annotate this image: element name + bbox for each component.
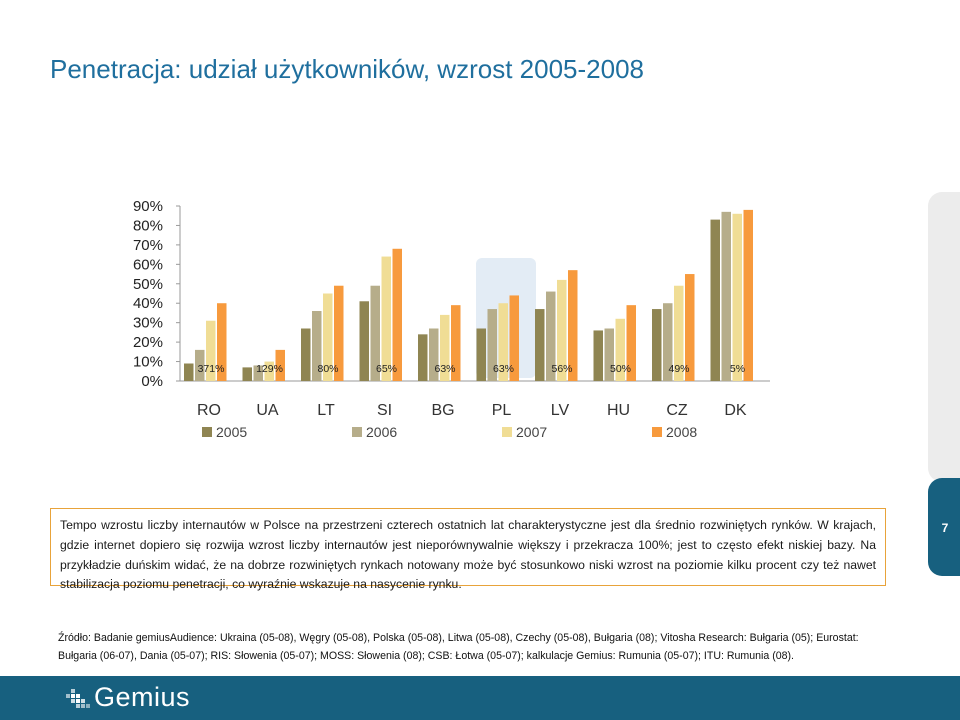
y-tick-label: 50% (133, 276, 163, 293)
x-category-label: RO (197, 402, 221, 419)
commentary-box: Tempo wzrostu liczby internautów w Polsc… (50, 508, 886, 591)
bar-ro-2006 (195, 349, 205, 381)
legend-swatch-2007 (502, 427, 512, 437)
legend-swatch-2008 (652, 427, 662, 437)
x-axis-categories: RO UA LT SI BG PL LV HU CZ DK (197, 402, 747, 419)
x-category-label: BG (431, 402, 454, 419)
y-tick-label: 70% (133, 237, 163, 254)
x-category-label: DK (724, 402, 747, 419)
bar-cz-2008 (685, 274, 695, 381)
bar-series (184, 209, 753, 381)
y-tick-label: 40% (133, 295, 163, 312)
slide-title: Penetracja: udział użytkowników, wzrost … (50, 54, 644, 84)
bar-bg-2005 (418, 334, 428, 381)
growth-label: 50% (610, 363, 631, 375)
growth-label: 49% (668, 363, 689, 375)
legend-label: 2008 (666, 424, 697, 440)
x-category-label: HU (607, 402, 630, 419)
footer-bar (0, 676, 960, 720)
bar-pl-2008 (509, 295, 519, 381)
bar-ro-2005 (184, 363, 194, 381)
bar-lv-2006 (546, 291, 556, 381)
bar-cz-2006 (663, 303, 673, 381)
bar-hu-2007 (615, 318, 625, 381)
bar-si-2008 (392, 248, 402, 381)
x-category-label: CZ (666, 402, 688, 419)
x-category-label: LV (551, 402, 570, 419)
bar-hu-2005 (593, 330, 603, 381)
bar-lt-2007 (323, 293, 333, 381)
bar-cz-2005 (652, 309, 662, 381)
bar-dk-2007 (732, 213, 742, 381)
x-category-label: PL (492, 402, 512, 419)
penetration-bar-chart: 0% 10% 20% 30% 40% 50% 60% 70% 80% 90% 371% 129% 80… (133, 198, 770, 440)
bar-bg-2008 (451, 305, 461, 381)
page-number: 7 (941, 521, 949, 535)
y-tick-label: 20% (133, 334, 163, 351)
x-category-label: UA (256, 402, 279, 419)
bar-cz-2007 (674, 285, 684, 381)
page-number-tab (928, 478, 960, 576)
legend-label: 2007 (516, 424, 547, 440)
bar-lt-2006 (312, 311, 322, 381)
bar-dk-2008 (743, 209, 753, 381)
growth-label: 56% (551, 363, 572, 375)
growth-label: 129% (256, 363, 283, 375)
y-tick-label: 90% (133, 198, 163, 215)
side-panel-tab (928, 192, 960, 482)
growth-label: 5% (730, 363, 745, 375)
bar-pl-2005 (476, 328, 486, 381)
gemius-logo-icon (66, 689, 90, 708)
growth-label: 63% (434, 363, 455, 375)
commentary-text-1: Tempo wzrostu liczby internautów w Polsc… (60, 518, 876, 552)
bar-pl-2007 (498, 303, 508, 381)
bar-ua-2005 (242, 367, 252, 381)
growth-label: 80% (317, 363, 338, 375)
bar-bg-2006 (429, 328, 439, 381)
bar-pl-2006 (487, 309, 497, 381)
legend-label: 2006 (366, 424, 397, 440)
bar-ua-2006 (253, 365, 263, 381)
gemius-logo-text: Gemius (94, 682, 191, 712)
bar-si-2007 (381, 256, 391, 381)
legend-label: 2005 (216, 424, 247, 440)
bar-lt-2005 (301, 328, 311, 381)
growth-label: 65% (376, 363, 397, 375)
bar-si-2006 (370, 285, 380, 381)
growth-label: 371% (198, 363, 225, 375)
bar-ua-2008 (275, 349, 285, 381)
bar-bg-2007 (440, 314, 450, 381)
legend: 2005 2006 2007 2008 (202, 424, 697, 440)
bar-lv-2008 (568, 270, 578, 381)
y-tick-label: 10% (133, 354, 163, 371)
legend-swatch-2006 (352, 427, 362, 437)
bar-hu-2006 (604, 328, 614, 381)
bar-lt-2008 (334, 285, 344, 381)
y-axis-ticks: 0% 10% 20% 30% 40% 50% 60% 70% 80% 90% (133, 198, 180, 390)
growth-labels: 371% 129% 80% 65% 63% 63% 56% 50% 49% 5% (198, 363, 746, 375)
bar-si-2005 (359, 301, 369, 381)
y-tick-label: 60% (133, 256, 163, 273)
bar-dk-2005 (710, 219, 720, 381)
legend-swatch-2005 (202, 427, 212, 437)
bar-ua-2007 (264, 361, 274, 381)
y-tick-label: 30% (133, 315, 163, 332)
bar-hu-2008 (626, 305, 636, 381)
y-tick-label: 80% (133, 217, 163, 234)
x-category-label: SI (377, 402, 392, 419)
bar-lv-2007 (557, 279, 567, 381)
commentary-text-2: Na przykładzie duńskim widać, że na dobr… (60, 537, 876, 592)
bar-ro-2007 (206, 320, 216, 381)
growth-label: 63% (493, 363, 514, 375)
source-note: Źródło: Badanie gemiusAudience: Ukraina … (58, 632, 859, 662)
bar-dk-2006 (721, 211, 731, 381)
x-category-label: LT (317, 402, 335, 419)
bar-lv-2005 (535, 309, 545, 381)
bar-ro-2008 (217, 303, 227, 381)
y-tick-label: 0% (141, 373, 163, 390)
